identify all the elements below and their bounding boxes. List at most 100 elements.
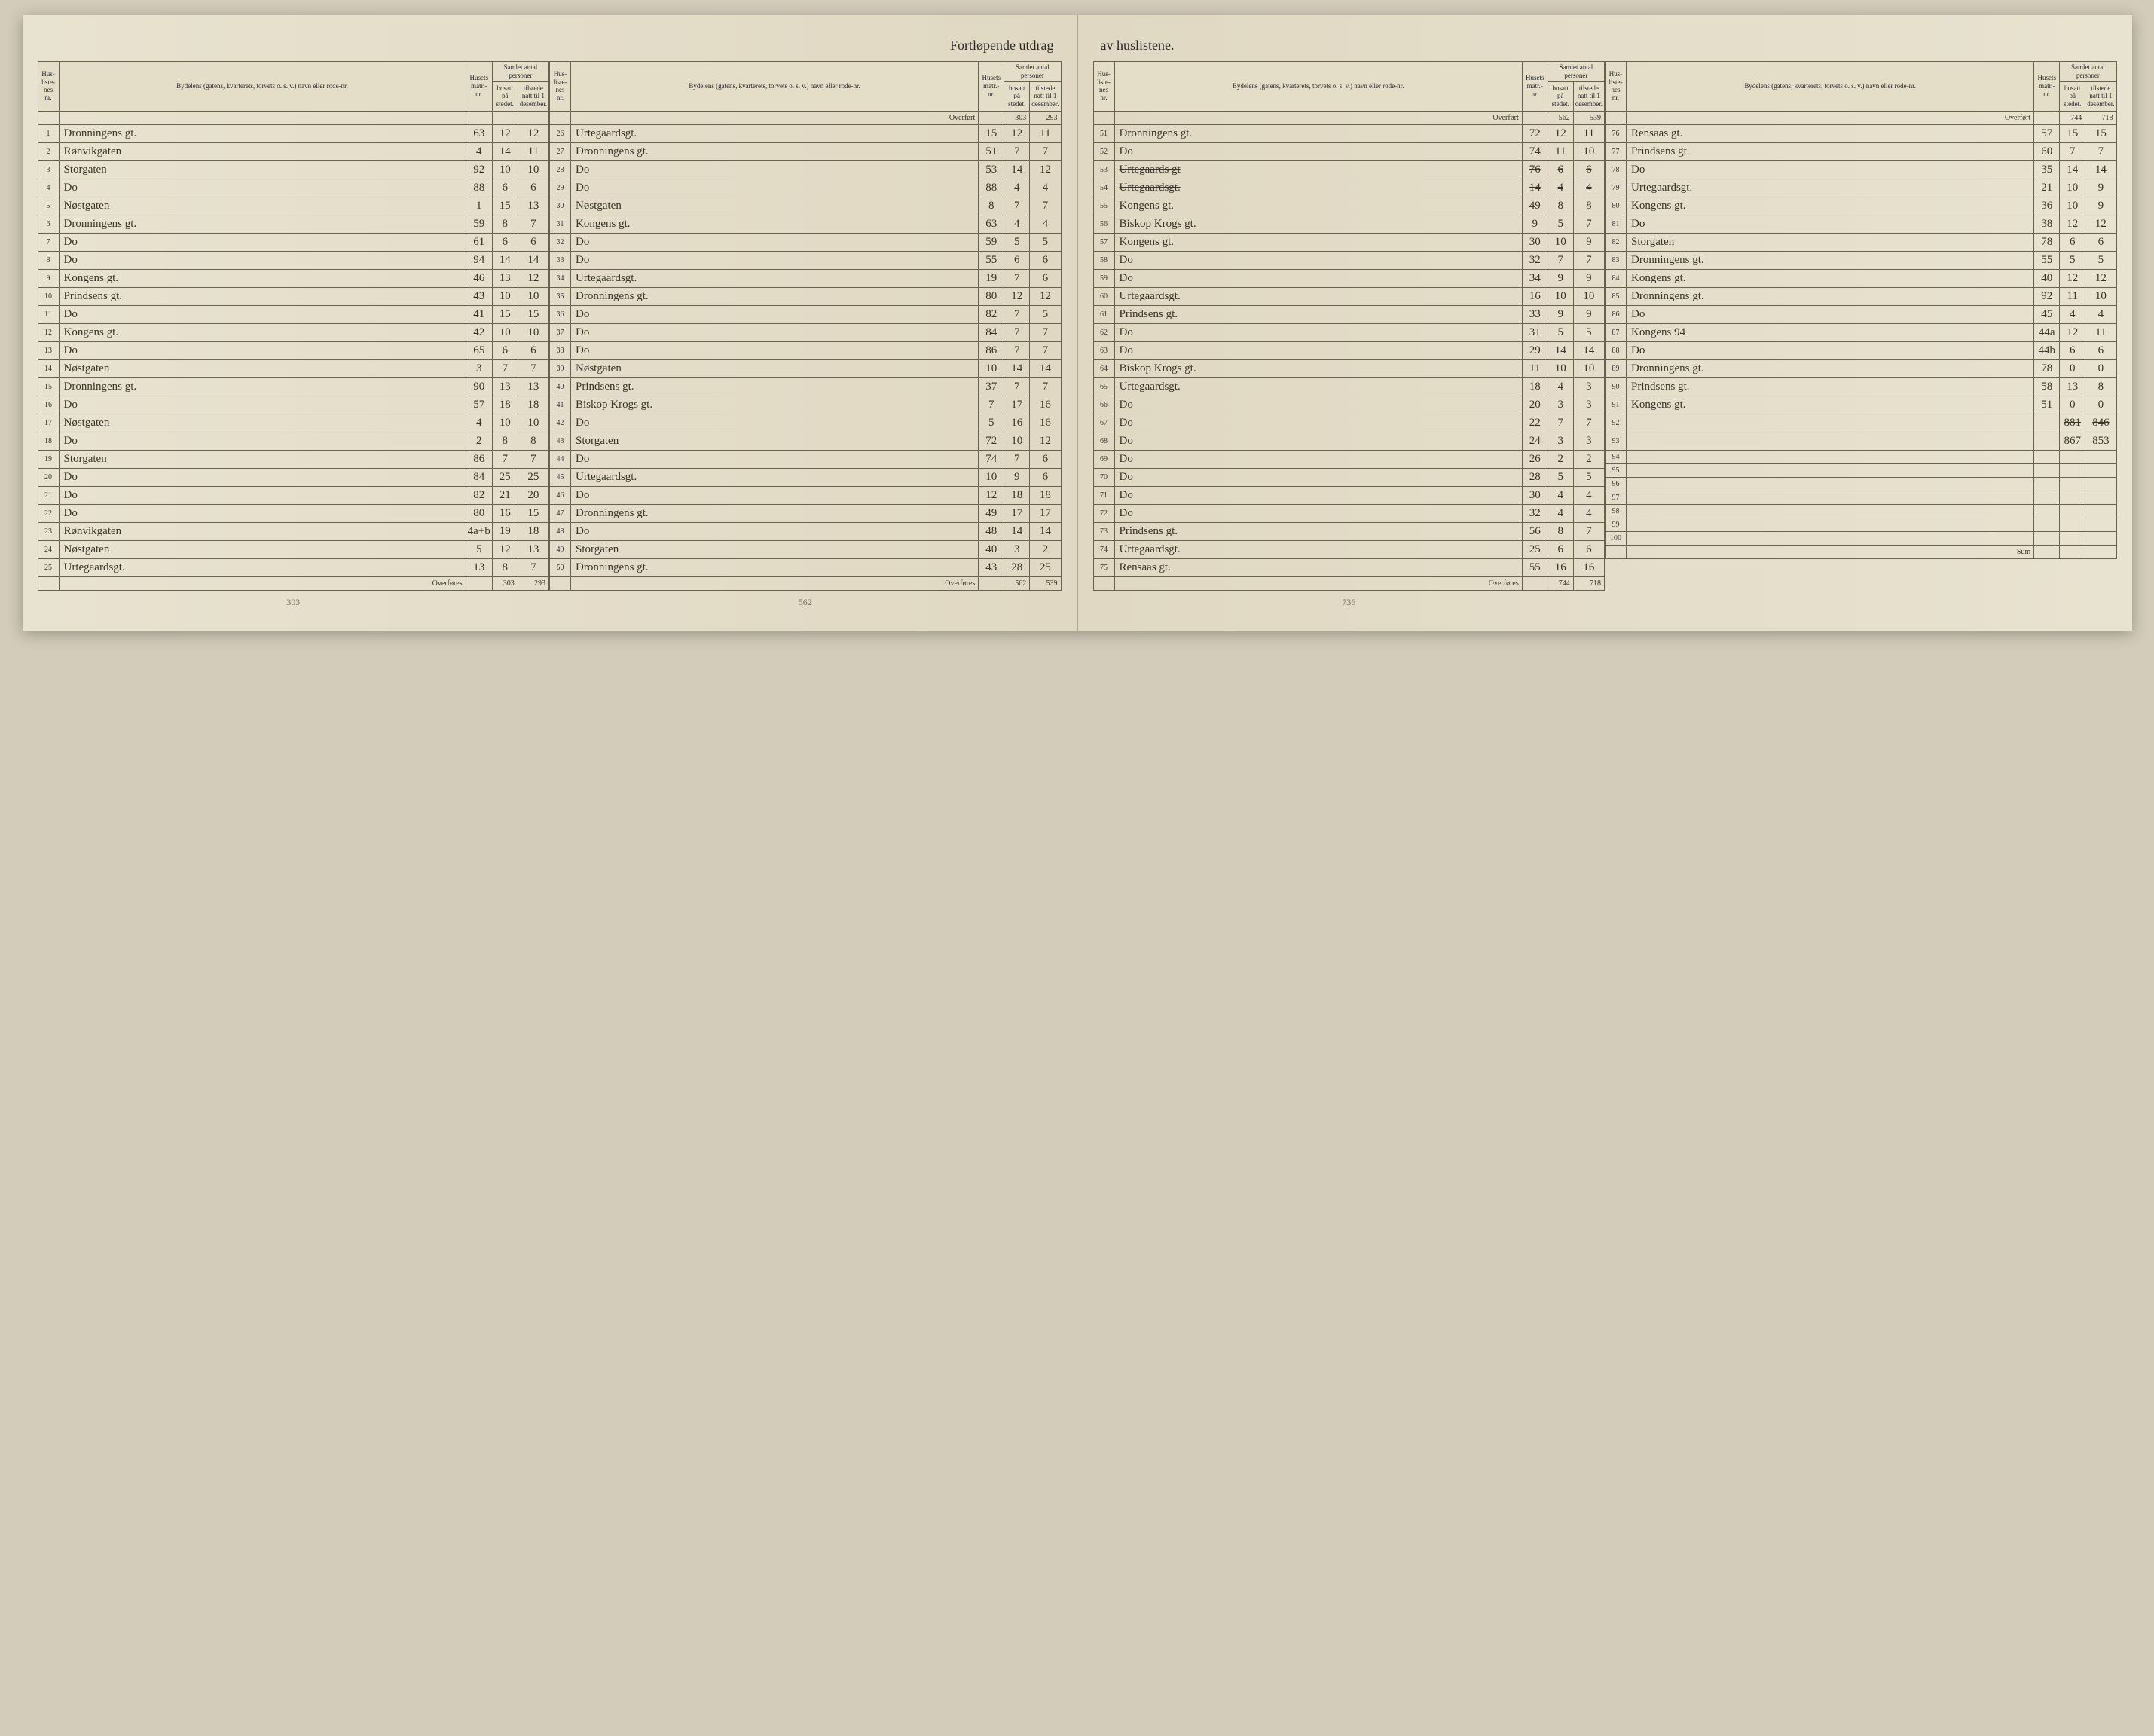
cell-nr: 72 [1093, 504, 1114, 522]
cell-nr: 34 [550, 269, 571, 287]
cell-matr: 36 [2034, 197, 2060, 215]
cell-nr: 12 [38, 323, 59, 341]
cell-matr: 43 [979, 558, 1004, 576]
cell-matr: 57 [466, 396, 492, 414]
table-row: 46Do121818 [550, 486, 1062, 504]
table-row: 87Kongens 9444a1211 [1606, 323, 2117, 341]
table-row: 58Do3277 [1093, 251, 1605, 269]
table-row: 23Rønvikgaten4a+b1918 [38, 522, 549, 540]
cell-matr: 60 [2034, 142, 2060, 160]
cell-bosatt: 4 [1004, 215, 1030, 233]
table-row: 59Do3499 [1093, 269, 1605, 287]
cell-nr: 65 [1093, 377, 1114, 396]
table-row: 53Urtegaards gt7666 [1093, 160, 1605, 179]
cell-bosatt: 11 [1548, 142, 1573, 160]
cell-nr: 91 [1606, 396, 1627, 414]
cell-nr: 1 [38, 124, 59, 142]
table-row: 78Do351414 [1606, 160, 2117, 179]
cell-nr: 6 [38, 215, 59, 233]
cell-tilstede: 8 [1573, 197, 1604, 215]
cell-nr: 5 [38, 197, 59, 215]
cell-bosatt: 10 [492, 414, 518, 432]
cell-name: Do [1114, 323, 1522, 341]
cell-nr: 44 [550, 450, 571, 468]
table-row: 15Dronningens gt.901313 [38, 377, 549, 396]
cell-bosatt: 8 [492, 558, 518, 576]
cell-bosatt: 7 [1004, 377, 1030, 396]
table-row: 2Rønvikgaten41411 [38, 142, 549, 160]
cell-bosatt: 12 [1004, 287, 1030, 305]
table-row: 75Rensaas gt.551616 [1093, 558, 1605, 576]
carry-out-bosatt: 562 [1004, 576, 1030, 590]
table-row: 56Biskop Krogs gt.957 [1093, 215, 1605, 233]
cell-tilstede: 11 [1030, 124, 1061, 142]
cell-matr: 74 [979, 450, 1004, 468]
cell-bosatt: 4 [1548, 504, 1573, 522]
cell-matr [2034, 432, 2060, 450]
table-row: 25Urtegaardsgt.1387 [38, 558, 549, 576]
cell-tilstede: 15 [518, 305, 548, 323]
table-row: 18Do288 [38, 432, 549, 450]
cell-nr: 29 [550, 179, 571, 197]
cell-bosatt [2060, 518, 2085, 531]
cell-nr: 84 [1606, 269, 1627, 287]
cell-tilstede: 6 [1030, 468, 1061, 486]
cell-name: Do [1627, 341, 2034, 359]
col-tilstede: tilstede natt til 1 desember. [518, 81, 548, 111]
cell-name: Do [1114, 432, 1522, 450]
cell-nr: 22 [38, 504, 59, 522]
table-row: 34Urtegaardsgt.1976 [550, 269, 1062, 287]
cell-tilstede: 10 [1573, 142, 1604, 160]
cell-name: Dronningens gt. [59, 124, 466, 142]
cell-tilstede: 5 [1030, 305, 1061, 323]
cell-name: Kongens gt. [1627, 269, 2034, 287]
cell-matr: 4 [466, 414, 492, 432]
cell-name: Do [1627, 215, 2034, 233]
table-row: 24Nøstgaten51213 [38, 540, 549, 558]
cell-bosatt: 10 [1548, 287, 1573, 305]
cell-bosatt: 13 [2060, 377, 2085, 396]
table-row: 17Nøstgaten41010 [38, 414, 549, 432]
table-row: 74Urtegaardsgt.2566 [1093, 540, 1605, 558]
cell-tilstede: 2 [1030, 540, 1061, 558]
cell-tilstede: 14 [1573, 341, 1604, 359]
cell-bosatt: 7 [2060, 142, 2085, 160]
cell-nr: 49 [550, 540, 571, 558]
carry-in-tilstede: 718 [2085, 111, 2116, 124]
cell-matr: 84 [466, 468, 492, 486]
cell-nr: 50 [550, 558, 571, 576]
table-row: 94 [1606, 450, 2117, 463]
cell-tilstede: 3 [1573, 432, 1604, 450]
col-bosatt: bosatt på stedet. [1004, 81, 1030, 111]
cell-tilstede: 5 [1573, 323, 1604, 341]
cell-nr: 31 [550, 215, 571, 233]
cell-name [1627, 477, 2034, 491]
table-row: 52Do741110 [1093, 142, 1605, 160]
cell-tilstede: 13 [518, 197, 548, 215]
cell-name: Storgaten [1627, 233, 2034, 251]
col-tilstede: tilstede natt til 1 desember. [1030, 81, 1061, 111]
cell-nr: 54 [1093, 179, 1114, 197]
cell-nr: 36 [550, 305, 571, 323]
cell-tilstede: 7 [1030, 197, 1061, 215]
cell-tilstede: 7 [1030, 142, 1061, 160]
table-row: 44Do7476 [550, 450, 1062, 468]
table-row: 51Dronningens gt.721211 [1093, 124, 1605, 142]
cell-nr: 92 [1606, 414, 1627, 432]
cell-bosatt: 6 [492, 233, 518, 251]
cell-bosatt: 13 [492, 269, 518, 287]
cell-nr: 75 [1093, 558, 1114, 576]
cell-matr: 16 [1522, 287, 1548, 305]
cell-matr: 37 [979, 377, 1004, 396]
cell-matr: 35 [2034, 160, 2060, 179]
cell-name: Kongens gt. [571, 215, 979, 233]
cell-name: Urtegaardsgt. [571, 468, 979, 486]
cell-tilstede: 5 [1030, 233, 1061, 251]
cell-nr: 55 [1093, 197, 1114, 215]
cell-nr: 70 [1093, 468, 1114, 486]
table-row: 9Kongens gt.461312 [38, 269, 549, 287]
table-row: 61Prindsens gt.3399 [1093, 305, 1605, 323]
cell-tilstede: 6 [1573, 160, 1604, 179]
cell-nr: 4 [38, 179, 59, 197]
cell-bosatt: 10 [2060, 197, 2085, 215]
